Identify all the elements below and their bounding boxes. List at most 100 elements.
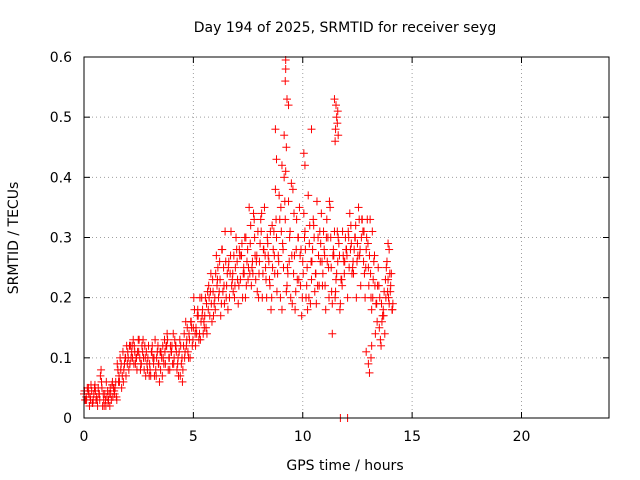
data-point bbox=[155, 377, 164, 386]
data-point bbox=[282, 143, 291, 152]
data-point bbox=[333, 107, 342, 116]
data-point bbox=[318, 269, 327, 278]
data-point bbox=[248, 263, 256, 272]
data-point bbox=[374, 281, 383, 290]
data-point bbox=[231, 263, 240, 272]
data-point bbox=[246, 221, 255, 230]
data-point bbox=[272, 155, 281, 164]
data-point bbox=[340, 269, 349, 278]
data-point bbox=[281, 65, 290, 74]
data-point bbox=[261, 251, 270, 260]
data-point bbox=[331, 137, 340, 146]
data-point bbox=[279, 263, 288, 272]
data-point bbox=[355, 215, 364, 224]
data-point bbox=[342, 251, 351, 260]
data-point bbox=[169, 329, 178, 338]
data-point bbox=[321, 305, 330, 314]
y-tick-label: 0.4 bbox=[50, 170, 72, 186]
y-tick-label: 0.2 bbox=[50, 291, 72, 307]
y-tick-label: 0.6 bbox=[50, 50, 72, 66]
data-point bbox=[276, 293, 285, 302]
data-point bbox=[102, 377, 111, 386]
data-point bbox=[369, 275, 378, 284]
x-tick-label: 20 bbox=[513, 429, 531, 445]
data-point bbox=[339, 257, 348, 266]
data-point bbox=[178, 377, 187, 386]
data-point bbox=[321, 281, 330, 290]
data-point bbox=[379, 305, 388, 314]
data-point bbox=[275, 191, 284, 200]
data-point bbox=[326, 203, 335, 212]
data-point bbox=[313, 281, 322, 290]
data-point bbox=[333, 119, 342, 128]
data-point bbox=[382, 263, 391, 272]
data-point bbox=[213, 281, 221, 290]
data-point bbox=[287, 179, 296, 188]
data-point bbox=[300, 161, 309, 170]
data-point bbox=[345, 209, 354, 218]
data-point bbox=[195, 329, 204, 338]
data-point bbox=[320, 245, 329, 254]
data-point bbox=[116, 365, 125, 374]
data-point bbox=[149, 359, 158, 368]
data-point bbox=[354, 203, 363, 212]
data-point bbox=[332, 101, 340, 110]
data-point bbox=[218, 245, 227, 254]
data-point bbox=[330, 95, 339, 104]
data-point bbox=[217, 299, 226, 308]
data-point bbox=[222, 281, 231, 290]
data-point bbox=[261, 263, 270, 272]
data-point bbox=[171, 341, 180, 350]
data-point bbox=[193, 311, 202, 320]
data-point bbox=[221, 257, 230, 266]
data-point bbox=[291, 305, 300, 314]
data-point bbox=[88, 398, 97, 407]
data-point bbox=[283, 95, 291, 104]
data-point bbox=[151, 335, 160, 344]
data-point bbox=[276, 203, 285, 212]
data-point bbox=[303, 263, 312, 272]
data-point bbox=[286, 293, 295, 302]
data-point bbox=[189, 293, 198, 302]
data-point bbox=[216, 311, 225, 320]
data-point bbox=[356, 245, 365, 254]
data-point bbox=[272, 233, 281, 242]
x-tick-label: 5 bbox=[189, 429, 198, 445]
data-point bbox=[173, 359, 182, 368]
data-point bbox=[272, 215, 281, 224]
data-point bbox=[182, 341, 191, 350]
data-point bbox=[308, 245, 317, 254]
data-point bbox=[284, 101, 293, 110]
data-point bbox=[101, 395, 110, 404]
data-point bbox=[281, 167, 290, 176]
data-point bbox=[272, 287, 281, 296]
data-point bbox=[138, 347, 147, 356]
data-point bbox=[310, 287, 319, 296]
data-point bbox=[160, 335, 169, 344]
data-point bbox=[269, 245, 278, 254]
data-point bbox=[260, 203, 269, 212]
data-point bbox=[305, 239, 314, 248]
data-point bbox=[180, 329, 189, 338]
data-point bbox=[268, 221, 277, 230]
data-point bbox=[232, 233, 241, 242]
data-point bbox=[280, 197, 289, 206]
data-point bbox=[237, 239, 246, 248]
data-point bbox=[334, 131, 343, 140]
data-point bbox=[234, 299, 243, 308]
data-point bbox=[352, 293, 361, 302]
data-point bbox=[303, 305, 312, 314]
data-point bbox=[190, 305, 199, 314]
data-point bbox=[83, 386, 92, 395]
data-point bbox=[241, 293, 250, 302]
data-point bbox=[269, 227, 278, 236]
data-point bbox=[158, 371, 167, 380]
data-point bbox=[327, 287, 336, 296]
y-tick-label: 0.1 bbox=[50, 351, 72, 367]
data-point bbox=[315, 227, 324, 236]
data-point bbox=[164, 353, 173, 362]
data-point bbox=[204, 281, 213, 290]
data-point bbox=[318, 257, 326, 266]
data-point bbox=[118, 347, 127, 356]
data-point bbox=[207, 299, 216, 308]
